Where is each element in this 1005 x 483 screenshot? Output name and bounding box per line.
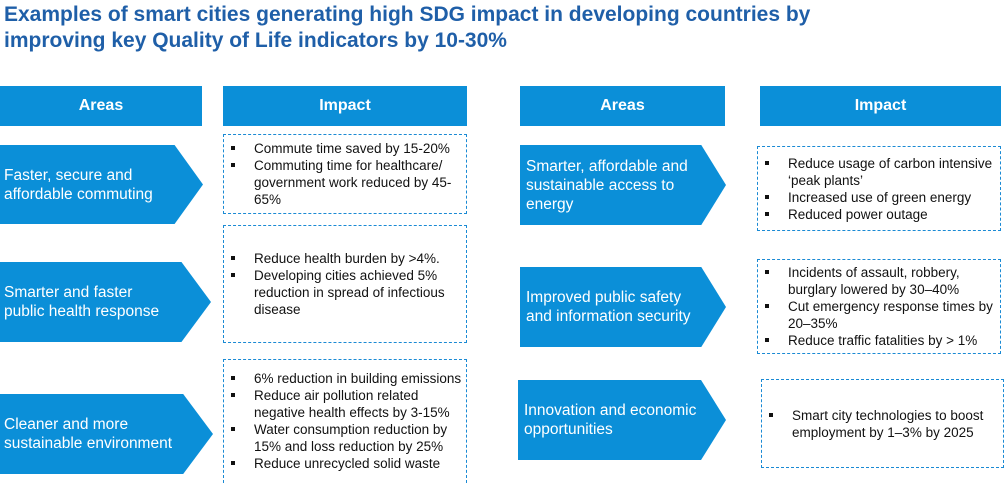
area-line: sustainable environment <box>4 435 173 452</box>
impact-item: Reduce traffic fatalities by > 1% <box>758 332 1000 349</box>
impact-box-public-health: Reduce health burden by >4%. Developing … <box>223 225 467 343</box>
left-areas-header: Areas <box>0 86 202 126</box>
area-public-health: Smarter and faster public health respons… <box>0 262 211 342</box>
page-title: Examples of smart cities generating high… <box>4 2 994 54</box>
area-line: public health response <box>4 303 160 320</box>
area-line: Cleaner and more <box>4 416 129 433</box>
area-line: Improved public safety <box>526 289 682 306</box>
area-line: opportunities <box>524 421 613 438</box>
impact-box-commuting: Commute time saved by 15-20% Commuting t… <box>223 134 467 214</box>
right-impact-header: Impact <box>760 86 1001 126</box>
impact-item: Reduced power outage <box>758 206 1000 223</box>
impact-item: Increased use of green energy <box>758 189 1000 206</box>
area-line: sustainable access to <box>526 176 675 194</box>
impact-box-energy: Reduce usage of carbon intensive ‘peak p… <box>757 146 1001 231</box>
impact-item: Incidents of assault, robbery, burglary … <box>758 264 1000 298</box>
impact-item: Reduce unrecycled solid waste <box>224 455 466 472</box>
area-commuting: Faster, secure and affordable commuting <box>0 145 203 224</box>
area-environment: Cleaner and more sustainable environment <box>0 394 213 474</box>
area-line: energy <box>526 195 574 213</box>
impact-item: Commute time saved by 15-20% <box>224 140 466 157</box>
impact-item: Developing cities achieved 5% reduction … <box>224 267 466 318</box>
title-line-1: Examples of smart cities generating high… <box>4 3 811 26</box>
impact-item: 6% reduction in building emissions <box>224 370 466 387</box>
impact-item: Reduce health burden by >4%. <box>224 250 466 267</box>
right-areas-header: Areas <box>520 86 725 126</box>
impact-box-environment: 6% reduction in building emissions Reduc… <box>223 359 467 483</box>
impact-item: Commuting time for healthcare/ governmen… <box>224 157 466 208</box>
impact-item: Reduce air pollution related negative he… <box>224 387 466 421</box>
area-line: affordable commuting <box>4 185 153 203</box>
area-line: Faster, secure and <box>4 166 133 184</box>
impact-box-innovation: Smart city technologies to boost employm… <box>761 379 1004 468</box>
area-energy: Smarter, affordable and sustainable acce… <box>520 145 726 225</box>
area-public-safety: Improved public safety and information s… <box>520 267 726 347</box>
area-line: and information security <box>526 308 691 325</box>
impact-item: Water consumption reduction by 15% and l… <box>224 421 466 455</box>
impact-box-public-safety: Incidents of assault, robbery, burglary … <box>757 259 1001 354</box>
impact-item: Reduce usage of carbon intensive ‘peak p… <box>758 155 1000 189</box>
impact-item: Cut emergency response times by 20–35% <box>758 298 1000 332</box>
impact-item: Smart city technologies to boost employm… <box>762 407 1003 441</box>
area-innovation: Innovation and economic opportunities <box>518 380 726 460</box>
left-impact-header: Impact <box>223 86 467 126</box>
title-line-2: improving key Quality of Life indicators… <box>4 29 507 52</box>
area-line: Smarter, affordable and <box>526 157 688 175</box>
area-line: Innovation and economic <box>524 402 697 419</box>
area-line: Smarter and faster <box>4 284 133 301</box>
